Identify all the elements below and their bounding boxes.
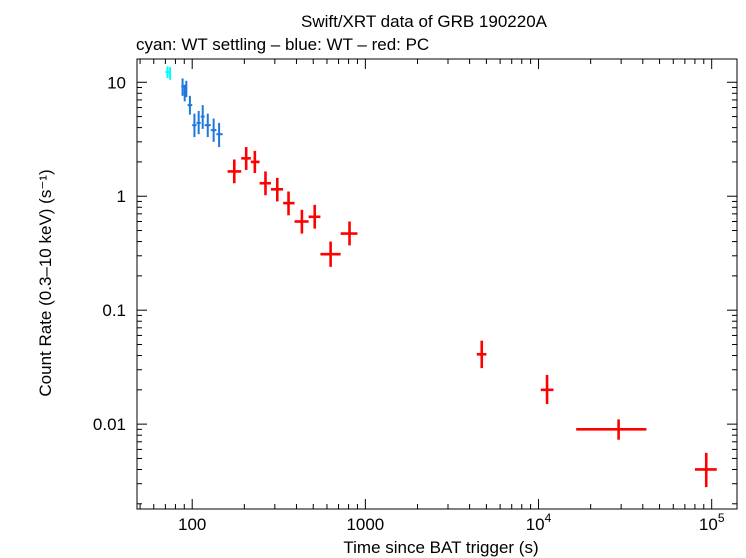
data-point <box>169 67 172 80</box>
y-tick-label: 0.1 <box>102 301 126 320</box>
data-point <box>294 209 309 234</box>
data-point <box>183 84 186 102</box>
y-tick-label: 0.01 <box>93 415 126 434</box>
data-point <box>241 147 251 170</box>
data-point <box>187 95 193 115</box>
x-tick-label: 104 <box>526 511 552 534</box>
data-point <box>196 110 201 135</box>
data-point <box>476 340 487 369</box>
series-pc <box>227 147 717 488</box>
data-series <box>165 66 717 488</box>
data-point <box>320 241 341 267</box>
data-point <box>540 374 554 405</box>
data-point <box>200 105 205 129</box>
data-point <box>216 122 223 148</box>
chart-subtitle: cyan: WT settling – blue: WT – red: PC <box>136 35 429 54</box>
data-point <box>270 177 284 202</box>
y-axis-tick-labels: 0.01 0.1 1 10 <box>93 73 126 434</box>
data-point <box>250 150 260 173</box>
series-wt-settling <box>165 66 172 80</box>
x-tick-label: 105 <box>699 511 725 534</box>
data-point <box>694 452 717 488</box>
x-tick-label: 1000 <box>346 515 384 534</box>
data-point <box>283 191 295 216</box>
data-point <box>210 118 217 142</box>
data-point <box>340 221 358 246</box>
data-point <box>259 171 271 196</box>
y-axis-ticks <box>137 81 737 505</box>
y-tick-label: 10 <box>107 73 126 92</box>
x-axis-tick-labels: 100 1000 104 105 <box>178 511 725 534</box>
data-point <box>185 80 188 98</box>
y-axis-label: Count Rate (0.3–10 keV) (s⁻¹) <box>36 169 55 396</box>
data-point <box>227 159 242 184</box>
chart-title: Swift/XRT data of GRB 190220A <box>301 12 548 31</box>
series-wt <box>181 78 223 148</box>
x-axis-ticks <box>139 59 713 509</box>
data-point <box>181 78 184 96</box>
plot-frame <box>136 58 738 510</box>
x-axis-label: Time since BAT trigger (s) <box>343 538 538 557</box>
data-point <box>165 66 170 78</box>
y-tick-label: 1 <box>117 187 126 206</box>
data-point <box>308 204 321 229</box>
data-point <box>192 113 197 138</box>
data-point <box>204 113 211 138</box>
x-tick-label: 100 <box>178 515 206 534</box>
data-point <box>576 419 647 440</box>
